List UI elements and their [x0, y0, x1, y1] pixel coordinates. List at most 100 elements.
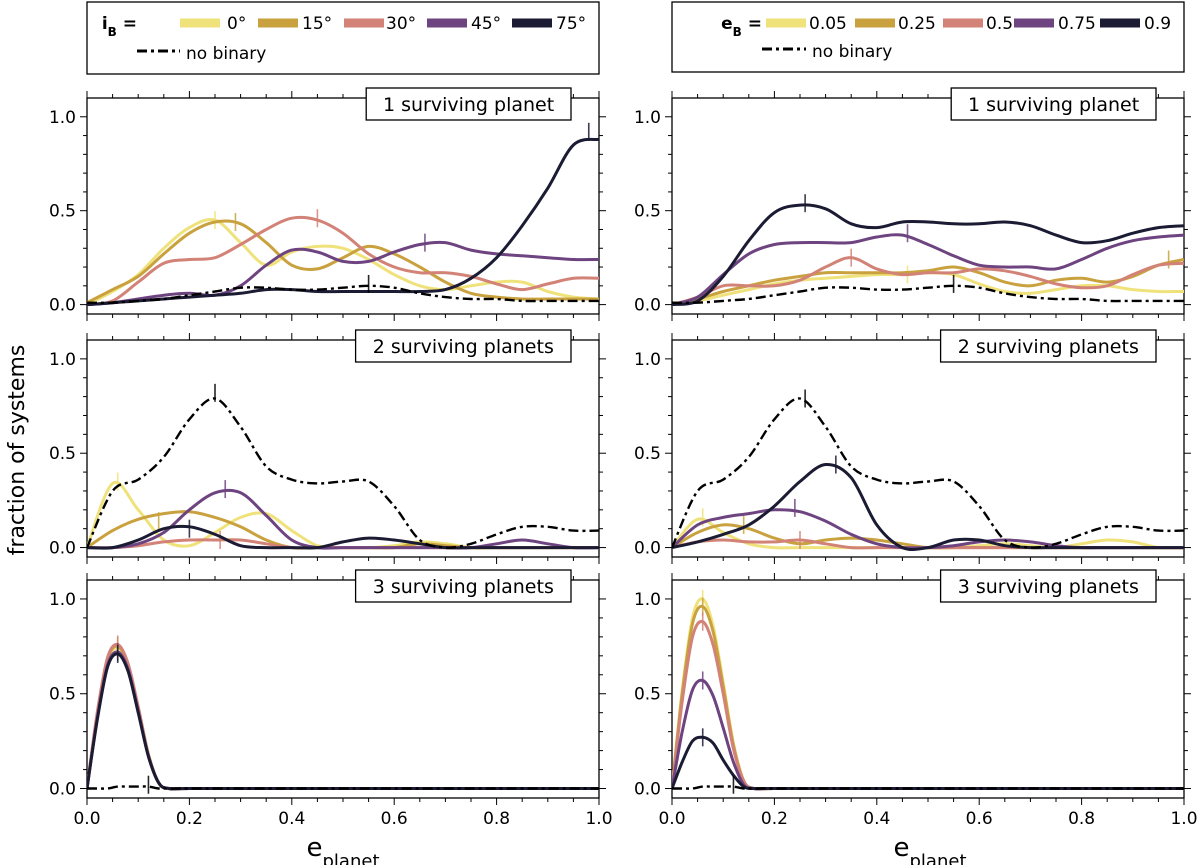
left-panel-1-label-box	[365, 87, 572, 121]
legend-left-title: iB =	[102, 14, 137, 39]
right-panel-3-xtick-label: 1.0	[1170, 809, 1197, 829]
left-panel-1-ytick-label: 1.0	[49, 108, 76, 128]
left-panel-1-series-15deg	[87, 219, 599, 305]
legend-label-45deg: 45°	[471, 14, 501, 34]
left-panel-2-label-box	[354, 329, 572, 363]
right-panel-1-ytick-label: 0.0	[634, 296, 661, 316]
legend-label-e05: 0.5	[986, 14, 1013, 34]
right-panel-3: 0.0 0.2 0.4 0.6 0.8 1.0 0.0 0.5 1.0 3 surviving p…	[634, 569, 1198, 829]
legend-label-nobinary-right: no binary	[812, 42, 892, 62]
left-panel-2-ytick-label: 0.5	[49, 444, 76, 464]
left-panel-3-ytick-label: 1.0	[49, 590, 76, 610]
left-panel-3-label: 3 surviving planets	[373, 576, 554, 598]
left-panel-3: 0.0 0.2 0.4 0.6 0.8 1.0 0.0 0.5 1.0 3 surviving p…	[49, 569, 613, 829]
right-panel-1-label: 1 surviving planet	[968, 94, 1139, 116]
left-panel-2-ytick-label: 0.0	[49, 539, 76, 559]
right-panel-1-series-no-binary	[672, 284, 1184, 305]
right-panel-1-series-0-9	[672, 203, 1184, 307]
left-panel-3-xtick-label: 1.0	[585, 809, 612, 829]
left-panel-1-ytick-label: 0.0	[49, 296, 76, 316]
right-panel-1-series-0-25	[672, 258, 1184, 307]
legend-label-nobinary: no binary	[186, 44, 266, 64]
legend-label-e005: 0.05	[809, 14, 847, 34]
left-panel-3-series-no-binary	[87, 785, 599, 790]
right-panel-3-ytick-label: 1.0	[634, 590, 661, 610]
right-panel-1-ytick-label: 0.5	[634, 202, 661, 222]
left-panel-1: 0.0 0.5 1.0 1 surviving planet	[49, 87, 606, 321]
right-panel-1-ytick-label: 1.0	[634, 108, 661, 128]
right-panel-3-series-0-25	[672, 604, 1184, 791]
left-panel-3-label-box	[354, 569, 572, 603]
left-panel-1-label: 1 surviving planet	[383, 94, 554, 116]
right-panel-2-series-0-9	[672, 462, 1184, 552]
right-panel-3-xtick-label: 0.8	[1068, 809, 1095, 829]
x-axis-label-left: eplanet	[307, 833, 380, 865]
legend-label-e025: 0.25	[898, 14, 936, 34]
right-panel-2-label: 2 surviving planets	[958, 336, 1139, 358]
right-panel-1-label-box	[950, 87, 1157, 121]
left-panel-1-ytick-label: 0.5	[49, 202, 76, 222]
x-axis-label-right: eplanet	[894, 833, 967, 865]
right-panel-3-series-0-9	[672, 735, 1184, 791]
legend-label-75deg: 75°	[556, 14, 586, 34]
right-panel-3-series-0-05	[672, 597, 1184, 791]
left-panel-3-frame	[86, 579, 600, 799]
left-panel-3-series-75deg	[87, 652, 599, 791]
left-panel-2-ytick-label: 1.0	[49, 350, 76, 370]
right-panel-3-series-0-5	[672, 619, 1184, 791]
left-panel-3-xtick-label: 0.8	[483, 809, 510, 829]
right-panel-3-xtick-label: 0.2	[761, 809, 788, 829]
legend-label-e09: 0.9	[1144, 14, 1171, 34]
right-panel-3-label-box	[939, 569, 1157, 603]
right-panel-3-xtick-label: 0.6	[966, 809, 993, 829]
right-panel-2-series-no-binary	[672, 397, 1184, 549]
left-panel-3-series-45deg	[87, 650, 599, 791]
left-panel-3-series-15deg	[87, 644, 599, 791]
right-panel-3-ytick-label: 0.5	[634, 685, 661, 705]
legend-right-frame	[671, 1, 1185, 73]
right-panel-3-series-0-75	[672, 678, 1184, 791]
left-panel-1-series-75deg	[87, 137, 599, 307]
right-panel-2-ytick-label: 1.0	[634, 350, 661, 370]
left-panel-3-ytick-label: 0.0	[49, 780, 76, 800]
right-panel-3-xtick-label: 0.0	[658, 809, 685, 829]
left-panel-1-series-0deg	[87, 218, 599, 306]
left-panel-3-xtick-label: 0.6	[381, 809, 408, 829]
panels: 0.0 0.5 1.0 1 surviving planet 0.0 0.5 1.0 2 su…	[49, 87, 1198, 829]
left-panel-1-series-30deg	[87, 215, 599, 307]
right-panel-3-series-no-binary	[672, 785, 1184, 790]
right-panel-2: 0.0 0.5 1.0 2 surviving planets	[634, 329, 1191, 564]
left-panel-3-xtick-label: 0.2	[176, 809, 203, 829]
right-panel-1-series-0-5	[672, 256, 1184, 307]
left-panel-2-frame	[86, 339, 600, 558]
legend-right-title: eB =	[721, 14, 762, 39]
legend-label-15deg: 15°	[302, 14, 332, 34]
right-panel-2-label-box	[939, 329, 1157, 363]
y-axis-label: fraction of systems	[5, 345, 30, 556]
legend-label-0deg: 0°	[227, 14, 246, 34]
right-panel-3-frame	[671, 579, 1185, 799]
legend-left-frame	[86, 1, 600, 75]
right-panel-3-ytick-label: 0.0	[634, 780, 661, 800]
right-panel-2-ytick-label: 0.0	[634, 539, 661, 559]
legend-left: iB = 0° 15° 30° 45° 75° no binary	[86, 1, 600, 75]
left-panel-3-xtick-label: 0.0	[73, 809, 100, 829]
right-panel-3-label: 3 surviving planets	[958, 576, 1139, 598]
left-panel-1-series-no-binary	[87, 284, 599, 305]
left-panel-2-label: 2 surviving planets	[373, 336, 554, 358]
legend-right: eB = 0.05 0.25 0.5 0.75 0.9 no binary	[671, 1, 1185, 73]
legend-label-e075: 0.75	[1058, 14, 1096, 34]
left-panel-3-xtick-label: 0.4	[278, 809, 305, 829]
left-panel-3-ytick-label: 0.5	[49, 685, 76, 705]
right-panel-1-series-0-75	[672, 233, 1184, 307]
right-panel-3-xtick-label: 0.4	[863, 809, 890, 829]
left-panel-2-series-no-binary	[87, 397, 599, 549]
left-panel-2-series-75deg	[87, 524, 599, 550]
left-panel-3-series-30deg	[87, 642, 599, 791]
right-panel-2-ytick-label: 0.5	[634, 444, 661, 464]
right-panel-1: 0.0 0.5 1.0 1 surviving planet	[634, 87, 1191, 321]
left-panel-3-series-0deg	[87, 646, 599, 791]
legend-label-30deg: 30°	[386, 14, 416, 34]
left-panel-2: 0.0 0.5 1.0 2 surviving planets	[49, 329, 606, 564]
